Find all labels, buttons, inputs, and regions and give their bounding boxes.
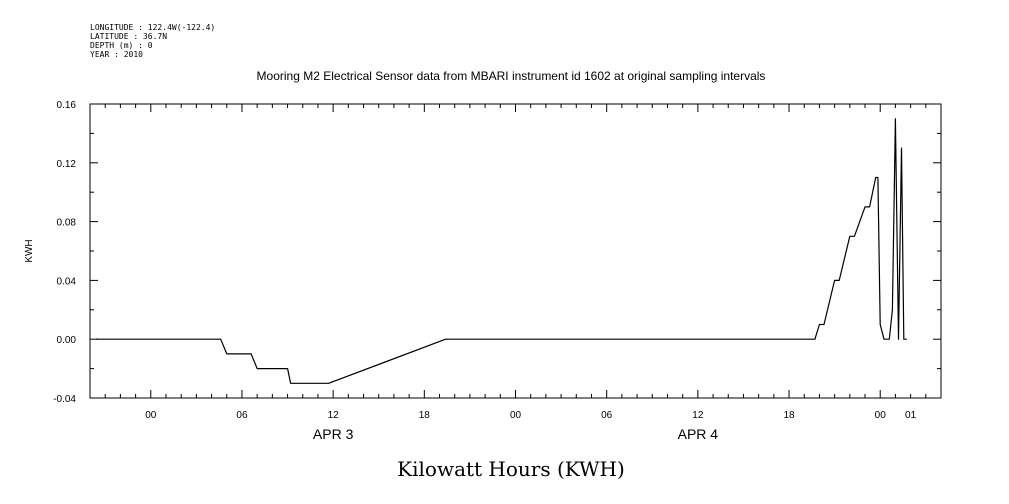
date-label: APR 4 [678, 426, 719, 442]
metadata-year: YEAR : 2010 [90, 50, 143, 59]
date-label: APR 3 [313, 426, 354, 442]
x-tick-label: 18 [419, 410, 431, 421]
x-tick-label: 01 [905, 410, 917, 421]
x-tick-label: 06 [236, 410, 248, 421]
x-tick-label: 12 [328, 410, 340, 421]
x-axis-label: Kilowatt Hours (KWH) [397, 457, 625, 481]
series-line [96, 118, 907, 384]
metadata-depth: DEPTH (m) : 0 [90, 41, 153, 50]
x-tick-label: 06 [601, 410, 613, 421]
y-tick-label: 0.00 [57, 335, 77, 346]
chart-title: Mooring M2 Electrical Sensor data from M… [257, 69, 766, 83]
x-tick-label: 00 [875, 410, 887, 421]
plot-frame [89, 103, 942, 399]
y-tick-label: 0.16 [57, 100, 77, 111]
y-tick-label: -0.04 [53, 394, 76, 405]
metadata-latitude: LATITUDE : 36.7N [90, 32, 168, 41]
y-tick-label: 0.12 [57, 159, 77, 170]
metadata-longitude: LONGITUDE : 122.4W(-122.4) [90, 23, 216, 32]
x-tick-label: 12 [692, 410, 704, 421]
y-axis-label: KWH [24, 239, 35, 262]
x-tick-label: 18 [783, 410, 795, 421]
x-tick-label: 00 [145, 410, 157, 421]
x-tick-label: 00 [510, 410, 522, 421]
y-tick-label: 0.04 [57, 276, 77, 287]
y-tick-label: 0.08 [57, 218, 77, 229]
